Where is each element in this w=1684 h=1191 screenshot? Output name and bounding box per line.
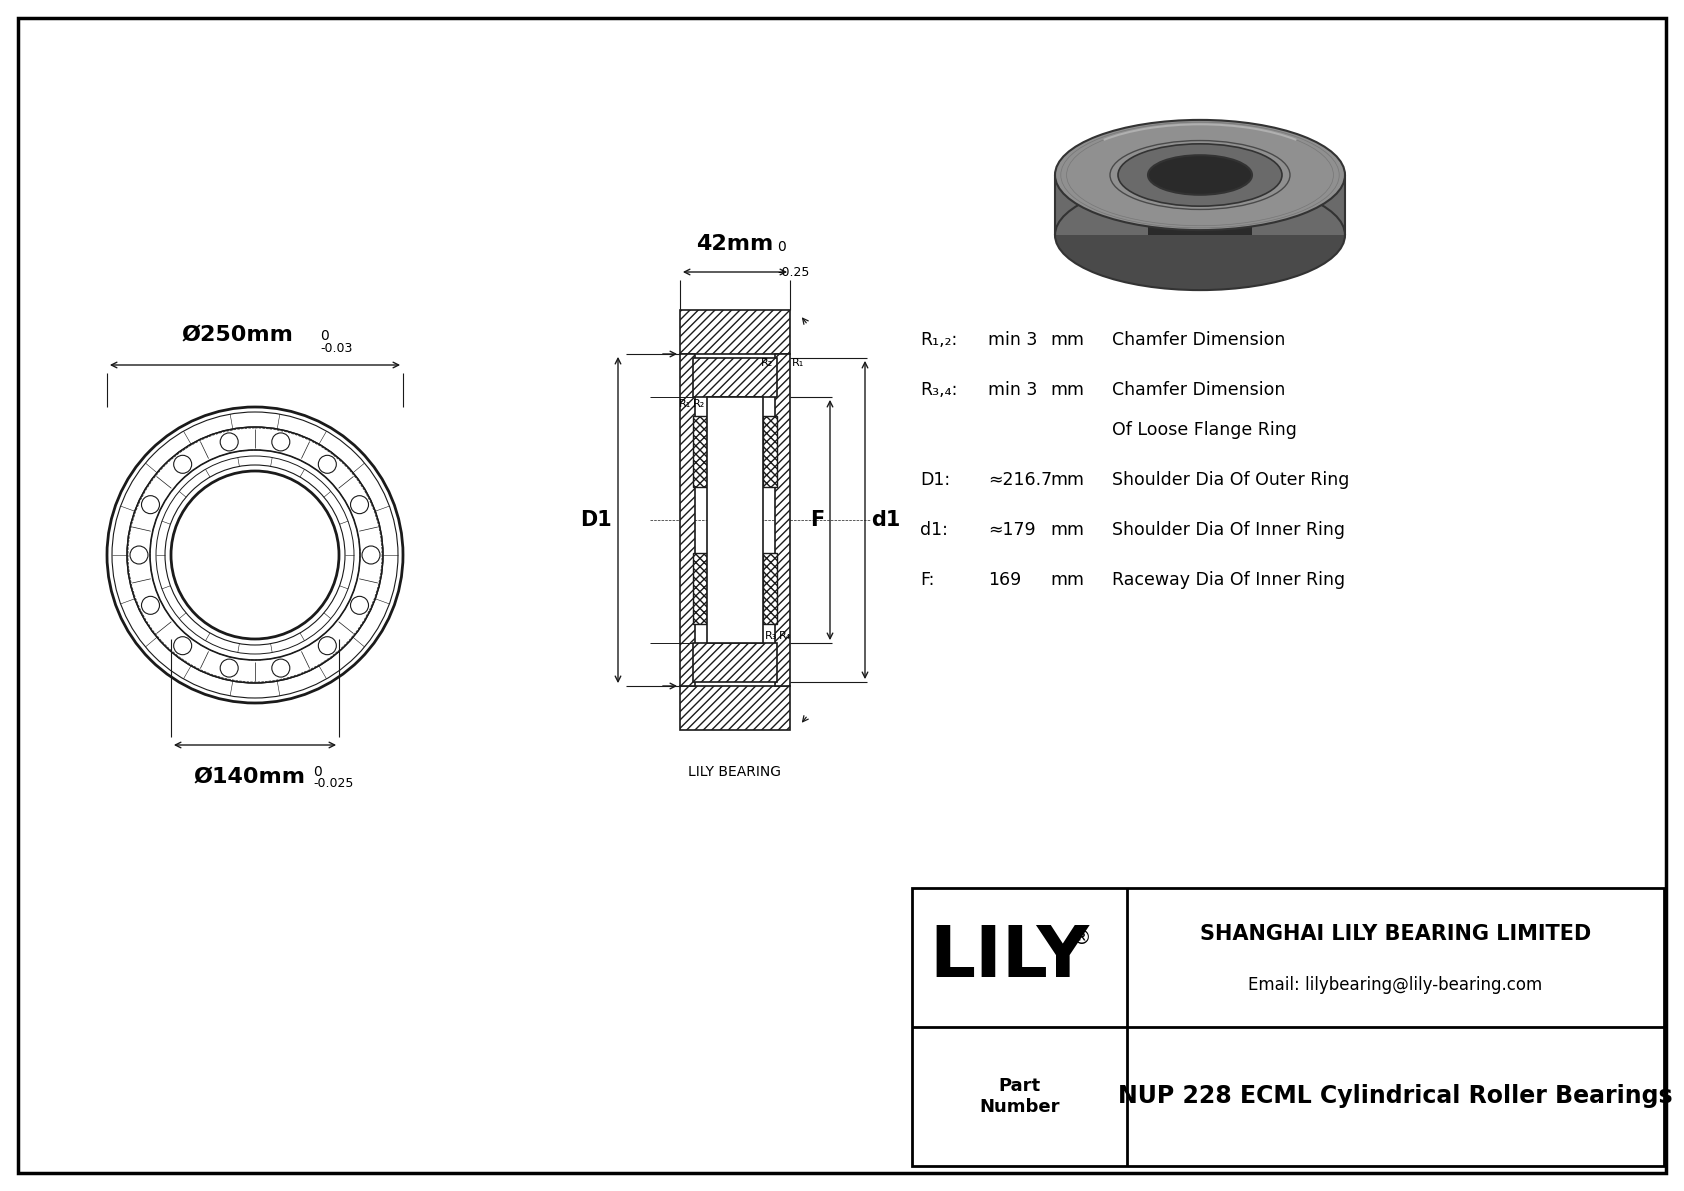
Text: Shoulder Dia Of Outer Ring: Shoulder Dia Of Outer Ring <box>1111 470 1349 490</box>
Bar <box>707 397 763 643</box>
Bar <box>763 416 776 487</box>
Bar <box>680 310 790 354</box>
Bar <box>694 553 707 624</box>
Text: Chamfer Dimension: Chamfer Dimension <box>1111 331 1285 349</box>
Text: mm: mm <box>1051 570 1084 590</box>
Text: R₄: R₄ <box>780 631 791 641</box>
Text: LILY: LILY <box>930 923 1090 992</box>
Text: NUP 228 ECML Cylindrical Roller Bearings: NUP 228 ECML Cylindrical Roller Bearings <box>1118 1085 1672 1109</box>
Text: R₁,₂:: R₁,₂: <box>919 331 957 349</box>
Text: min 3: min 3 <box>989 331 1037 349</box>
Text: R₁: R₁ <box>791 358 805 368</box>
Text: -0.025: -0.025 <box>313 777 354 790</box>
Text: R₃: R₃ <box>765 631 778 641</box>
Text: R₂: R₂ <box>761 358 773 368</box>
Text: LILY BEARING: LILY BEARING <box>689 765 781 779</box>
Text: 0: 0 <box>313 765 322 779</box>
Text: min 3: min 3 <box>989 381 1037 399</box>
Text: d1: d1 <box>871 510 901 530</box>
Text: Part
Number: Part Number <box>980 1077 1059 1116</box>
Text: R₁: R₁ <box>679 399 690 409</box>
Bar <box>707 397 763 643</box>
Text: -0.25: -0.25 <box>776 266 810 279</box>
Bar <box>680 686 790 730</box>
Bar <box>680 354 695 686</box>
Text: mm: mm <box>1051 520 1084 540</box>
Text: Ø140mm: Ø140mm <box>194 767 306 787</box>
Text: mm: mm <box>1051 470 1084 490</box>
Text: 169: 169 <box>989 570 1021 590</box>
Text: d1:: d1: <box>919 520 948 540</box>
Text: SHANGHAI LILY BEARING LIMITED: SHANGHAI LILY BEARING LIMITED <box>1201 924 1591 944</box>
Text: F:: F: <box>919 570 935 590</box>
Ellipse shape <box>1054 120 1346 230</box>
Text: Shoulder Dia Of Inner Ring: Shoulder Dia Of Inner Ring <box>1111 520 1346 540</box>
Text: R₃,₄:: R₃,₄: <box>919 381 958 399</box>
Ellipse shape <box>1118 144 1282 206</box>
Text: 42mm: 42mm <box>697 233 773 254</box>
Text: R₂: R₂ <box>692 399 706 409</box>
Text: Email: lilybearing@lily-bearing.com: Email: lilybearing@lily-bearing.com <box>1248 977 1543 994</box>
Text: 0: 0 <box>320 329 328 343</box>
Text: F: F <box>810 510 823 530</box>
Text: mm: mm <box>1051 331 1084 349</box>
Ellipse shape <box>1148 155 1251 195</box>
Bar <box>763 553 776 624</box>
Text: Chamfer Dimension: Chamfer Dimension <box>1111 381 1285 399</box>
Text: D1: D1 <box>581 510 611 530</box>
Text: 0: 0 <box>776 241 786 254</box>
Bar <box>913 888 1664 1166</box>
Bar <box>695 354 775 686</box>
Polygon shape <box>1054 175 1346 235</box>
Bar <box>694 643 776 682</box>
Polygon shape <box>1148 175 1251 235</box>
Text: ≈216.7: ≈216.7 <box>989 470 1052 490</box>
Text: ≈179: ≈179 <box>989 520 1036 540</box>
Text: Raceway Dia Of Inner Ring: Raceway Dia Of Inner Ring <box>1111 570 1346 590</box>
Text: D1:: D1: <box>919 470 950 490</box>
Bar <box>694 416 707 487</box>
Bar <box>775 354 790 686</box>
Text: ®: ® <box>1071 929 1091 948</box>
Ellipse shape <box>1054 180 1346 291</box>
Text: Ø250mm: Ø250mm <box>182 325 293 345</box>
Text: -0.03: -0.03 <box>320 342 352 355</box>
Bar <box>694 358 776 397</box>
Text: Of Loose Flange Ring: Of Loose Flange Ring <box>1111 420 1297 439</box>
Text: mm: mm <box>1051 381 1084 399</box>
